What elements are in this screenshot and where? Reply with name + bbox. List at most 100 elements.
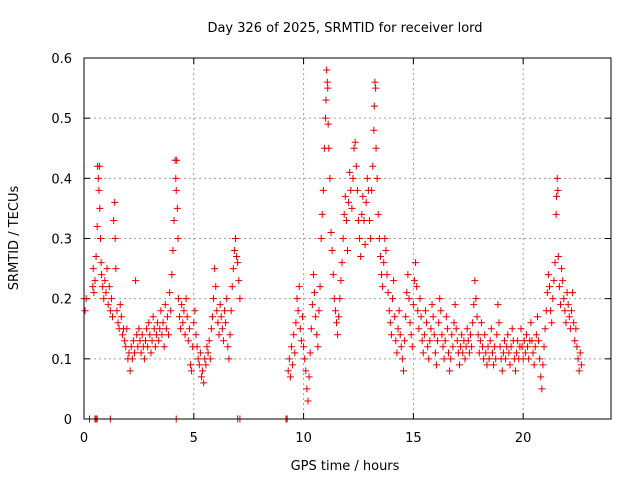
data-point — [128, 355, 136, 363]
y-tick-label: 0.6 — [51, 52, 72, 67]
data-point — [225, 355, 233, 363]
data-point — [425, 355, 433, 363]
data-point — [205, 337, 213, 345]
data-point — [305, 373, 313, 381]
data-point — [333, 319, 341, 327]
data-point — [567, 307, 575, 315]
data-point — [221, 307, 229, 315]
data-point — [369, 162, 377, 170]
data-point — [472, 295, 480, 303]
data-point — [506, 361, 514, 369]
data-point — [107, 295, 115, 303]
data-point — [367, 235, 375, 242]
data-point — [324, 120, 332, 128]
data-point — [365, 216, 373, 224]
data-point — [307, 325, 315, 333]
data-point — [311, 289, 319, 297]
data-point — [300, 343, 308, 351]
data-point — [451, 301, 459, 309]
data-point — [436, 295, 444, 303]
data-point — [537, 373, 545, 381]
data-point — [445, 349, 453, 357]
data-point — [174, 235, 182, 242]
data-point — [527, 319, 535, 327]
data-point — [553, 174, 561, 182]
data-point — [163, 313, 171, 321]
y-tick-label: 0.1 — [51, 353, 72, 368]
data-point — [226, 331, 234, 339]
data-point — [309, 271, 317, 279]
data-point — [322, 96, 330, 104]
y-axis-label: SRMTID / TECUs — [7, 186, 22, 291]
data-point — [339, 235, 347, 242]
data-point — [298, 313, 306, 321]
data-point — [135, 325, 143, 333]
data-point — [539, 361, 547, 369]
data-point — [341, 192, 349, 200]
data-point — [173, 156, 181, 164]
data-point — [368, 186, 376, 194]
data-point — [532, 331, 540, 339]
data-point — [344, 247, 351, 255]
data-point — [160, 343, 168, 351]
data-point — [144, 343, 152, 351]
data-point — [414, 307, 422, 315]
data-point — [387, 331, 395, 339]
data-point — [318, 210, 326, 218]
data-point — [541, 325, 549, 333]
data-point — [176, 313, 184, 321]
data-point — [151, 343, 159, 351]
data-point — [551, 259, 559, 267]
data-point — [111, 198, 119, 206]
data-point — [401, 337, 409, 345]
data-point — [117, 313, 125, 321]
data-point — [452, 325, 460, 333]
data-point — [323, 66, 331, 74]
data-point — [543, 289, 551, 297]
data-point — [186, 361, 194, 369]
data-point — [392, 337, 400, 345]
data-point — [410, 277, 418, 285]
data-point — [577, 361, 585, 369]
data-point — [514, 337, 522, 345]
data-point — [379, 283, 387, 291]
data-point — [558, 265, 566, 273]
data-point — [146, 331, 154, 339]
data-point — [197, 373, 205, 381]
data-point — [386, 319, 394, 327]
data-point — [303, 385, 311, 393]
data-point — [141, 337, 149, 345]
data-point — [390, 277, 398, 285]
data-point — [178, 301, 186, 309]
data-point — [90, 289, 98, 297]
data-point — [219, 337, 227, 345]
data-point — [376, 253, 384, 261]
data-point — [304, 397, 312, 405]
data-point — [109, 313, 117, 321]
data-point — [233, 253, 241, 261]
data-point — [498, 367, 506, 375]
data-point — [334, 331, 342, 339]
y-tick-label: 0 — [64, 413, 72, 428]
data-point — [294, 307, 302, 315]
data-point — [468, 343, 476, 351]
data-point — [179, 319, 187, 327]
data-point — [215, 331, 223, 339]
data-point — [407, 331, 415, 339]
data-point — [465, 349, 473, 357]
data-points — [80, 66, 585, 423]
data-point — [398, 355, 406, 363]
data-point — [145, 319, 153, 327]
data-point — [476, 337, 484, 345]
data-point — [212, 283, 220, 291]
data-point — [423, 319, 431, 327]
data-point — [234, 259, 242, 267]
data-point — [157, 307, 165, 315]
data-point — [94, 174, 102, 182]
data-point — [106, 307, 114, 315]
data-point — [356, 235, 364, 242]
data-point — [172, 174, 180, 182]
data-point — [174, 295, 182, 303]
data-point — [351, 138, 359, 146]
data-point — [93, 222, 101, 230]
